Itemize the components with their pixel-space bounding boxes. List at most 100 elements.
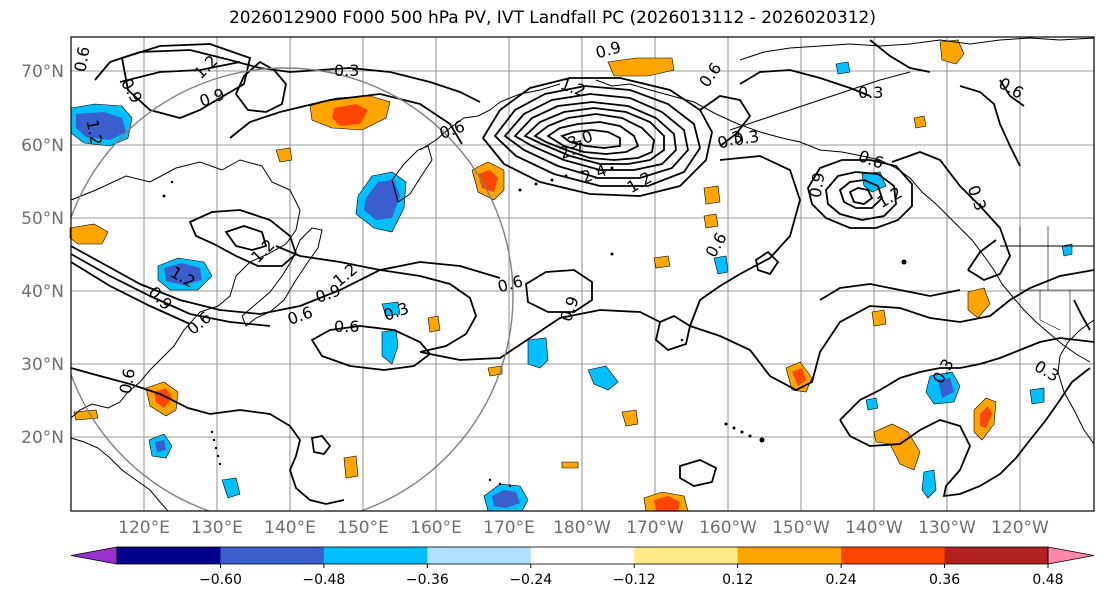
lon-label: 150°E xyxy=(337,518,389,538)
contour-line xyxy=(70,245,501,315)
positive-anomaly-patch xyxy=(703,213,719,229)
colorbar: −0.60 −0.48 −0.36 −0.24 −0.12 0.12 0.24 0.36 0.4… xyxy=(70,546,1095,588)
siberia-coastline xyxy=(419,83,561,151)
lon-label: 150°W xyxy=(772,518,830,538)
negative-anomaly-patch xyxy=(164,263,202,285)
negative-anomaly-patch xyxy=(1061,243,1073,257)
contour-line xyxy=(959,85,1021,167)
negative-anomaly-patch xyxy=(835,61,851,75)
alaska-interior xyxy=(729,71,911,131)
colorbar-segment xyxy=(220,547,325,564)
contour-line xyxy=(869,39,931,73)
lat-label: 30°N xyxy=(21,355,64,375)
negative-anomaly-patch xyxy=(76,112,126,140)
contour-label: 0.6 xyxy=(334,317,359,336)
colorbar-segment xyxy=(323,547,428,564)
lat-label: 70°N xyxy=(21,62,64,82)
lon-label: 140°W xyxy=(845,518,903,538)
positive-anomaly-patch xyxy=(873,423,921,471)
positive-anomaly-patch xyxy=(607,57,675,77)
state-borders xyxy=(1019,226,1094,340)
colorbar-tick-label: 0.24 xyxy=(826,572,857,588)
contour-line xyxy=(533,113,655,161)
colorbar-tick-label: −0.36 xyxy=(406,572,449,588)
contour-line xyxy=(689,269,1095,392)
contour-label: 1.2 xyxy=(83,118,106,146)
contour-line xyxy=(825,171,897,221)
lon-label: 120°W xyxy=(991,518,1049,538)
lon-label: 160°W xyxy=(699,518,757,538)
asia-coastline xyxy=(70,437,169,512)
contour-line xyxy=(224,225,268,251)
positive-anomaly-patch xyxy=(343,455,359,479)
colorbar-segment xyxy=(634,547,739,564)
negative-anomaly-patch xyxy=(221,477,241,499)
positive-anomaly-patch xyxy=(913,115,927,129)
contour-label: 0.3 xyxy=(334,61,359,80)
colorbar-extend-min xyxy=(70,546,118,565)
na-coastline xyxy=(739,37,1095,61)
pv-contours xyxy=(70,39,1095,505)
colorbar-tick-label: −0.24 xyxy=(509,572,552,588)
contour-line xyxy=(891,151,1011,281)
contour-line xyxy=(838,179,884,209)
contour-line xyxy=(839,367,1091,498)
contour-line xyxy=(275,245,477,353)
positive-anomaly-patch xyxy=(703,185,721,205)
lon-label: 170°E xyxy=(483,518,535,538)
map-frame xyxy=(70,36,1095,512)
map-title: 2026012900 F000 500 hPa PV, IVT Landfall… xyxy=(228,8,876,28)
colorbar-segment xyxy=(944,547,1049,564)
contour-line xyxy=(188,209,298,267)
negative-anomaly-patch xyxy=(587,365,619,391)
contour-line xyxy=(419,309,661,361)
positive-anomaly-patch xyxy=(69,223,109,245)
kamchatka-coastline xyxy=(391,145,433,203)
contour-label: 0.3 xyxy=(858,83,883,102)
positive-anomaly-patch xyxy=(332,104,368,126)
contour-line xyxy=(119,61,241,83)
contour-label: 0.6 xyxy=(70,45,93,73)
contour-label: 0.3 xyxy=(732,126,760,149)
positive-anomaly-patch xyxy=(980,406,992,428)
range-circle xyxy=(71,67,514,511)
contour-line xyxy=(754,250,780,276)
colorbar-tick-label: 0.12 xyxy=(722,572,753,588)
contour-line xyxy=(70,367,345,505)
contour-line xyxy=(807,159,913,229)
positive-anomaly-patch xyxy=(871,309,887,327)
positive-anomaly-patch xyxy=(275,147,293,163)
contour-line xyxy=(525,269,593,313)
na-west-coast xyxy=(1057,319,1095,445)
contour-line xyxy=(234,60,287,113)
positive-anomaly-patch xyxy=(561,461,579,469)
negative-anomaly-patch xyxy=(527,337,549,369)
contour-line xyxy=(679,459,718,487)
colorbar-tick-label: −0.60 xyxy=(199,572,242,588)
longitude-labels: 120°E 130°E 140°E 150°E 160°E 170°E 180°… xyxy=(118,518,1049,538)
contour-line xyxy=(999,79,1025,107)
contour-label: 0.6 xyxy=(116,367,139,395)
contour-line xyxy=(848,187,874,205)
colorbar-segment xyxy=(530,547,635,564)
negative-anomaly-patch xyxy=(492,490,520,508)
contour-line xyxy=(967,239,997,271)
positive-anomaly-patch xyxy=(478,170,498,192)
negative-anomaly-patch xyxy=(921,469,937,499)
lon-label: 130°W xyxy=(918,518,976,538)
contour-line xyxy=(94,49,481,103)
lon-label: 140°E xyxy=(264,518,316,538)
contour-line xyxy=(689,155,801,327)
lat-label: 40°N xyxy=(21,282,64,302)
contour-line xyxy=(70,253,271,327)
contour-line xyxy=(655,314,692,352)
colorbar-segment xyxy=(841,547,946,564)
colorbar-tick-label: −0.12 xyxy=(613,572,656,588)
coastlines xyxy=(70,37,1095,512)
contour-line xyxy=(120,43,252,119)
negative-anomaly-patch xyxy=(865,397,879,411)
positive-anomaly-patch xyxy=(653,255,671,269)
colorbar-extend-max xyxy=(1047,546,1095,565)
contour-line xyxy=(699,95,752,147)
